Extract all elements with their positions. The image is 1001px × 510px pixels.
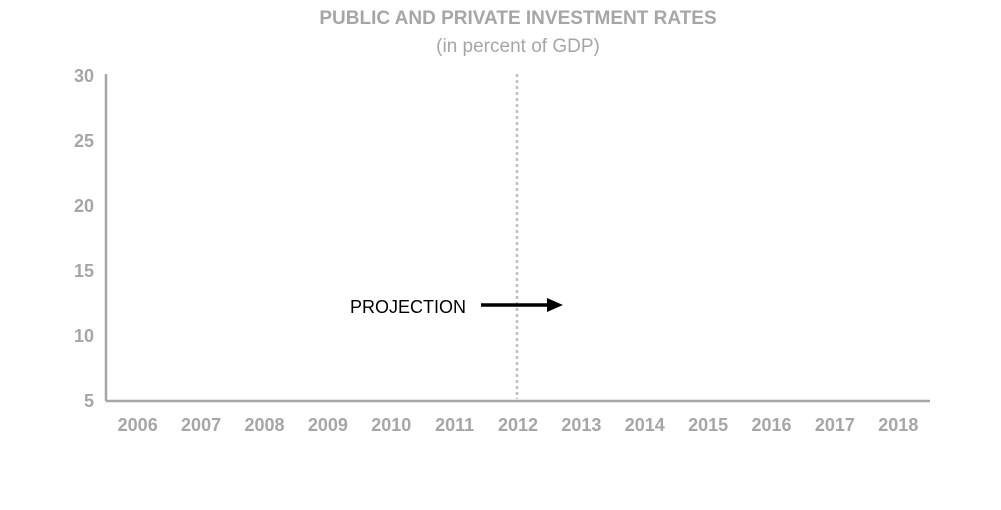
y-axis-ticks: 5 10 15 20 25 30 [74, 66, 94, 411]
y-tick-label: 10 [74, 326, 94, 346]
x-tick-label: 2008 [244, 415, 284, 435]
x-tick-label: 2018 [878, 415, 918, 435]
x-tick-label: 2011 [435, 415, 474, 435]
x-tick-label: 2007 [181, 415, 221, 435]
x-tick-label: 2010 [371, 415, 411, 435]
x-tick-label: 2016 [752, 415, 792, 435]
y-tick-label: 25 [74, 131, 94, 151]
x-tick-label: 2015 [688, 415, 728, 435]
x-tick-label: 2012 [498, 415, 538, 435]
chart-title: PUBLIC AND PRIVATE INVESTMENT RATES [319, 8, 716, 29]
x-tick-label: 2009 [308, 415, 348, 435]
y-tick-label: 20 [74, 196, 94, 216]
projection-arrow [481, 298, 563, 312]
x-tick-label: 2006 [118, 415, 158, 435]
y-tick-label: 5 [84, 391, 94, 411]
x-tick-label: 2013 [561, 415, 601, 435]
x-axis-ticks: 2006 2007 2008 2009 2010 2011 2012 2013 2014 2015… [118, 415, 919, 435]
y-tick-label: 15 [74, 261, 94, 281]
y-tick-label: 30 [74, 66, 94, 86]
x-tick-label: 2014 [625, 415, 665, 435]
projection-label: PROJECTION [350, 297, 466, 317]
chart-subtitle: (in percent of GDP) [436, 36, 600, 57]
x-tick-label: 2017 [815, 415, 855, 435]
